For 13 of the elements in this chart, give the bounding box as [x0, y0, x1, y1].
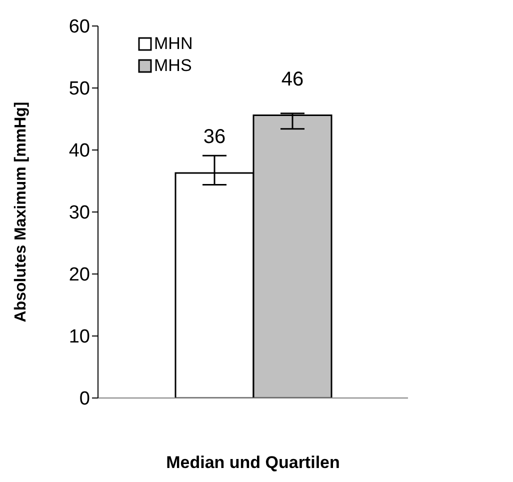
y-tick-label: 50 [68, 78, 90, 100]
y-tick-label: 10 [68, 326, 90, 348]
legend-label: MHN [154, 33, 193, 55]
x-axis-title: Median und Quartilen [166, 453, 340, 472]
data-label: 36 [203, 126, 226, 148]
data-label: 46 [281, 68, 304, 90]
legend-label: MHS [154, 55, 192, 77]
y-tick-label: 0 [79, 388, 90, 410]
y-tick-label: 30 [68, 202, 90, 224]
y-tick-label: 20 [68, 264, 90, 286]
y-tick-label: 60 [68, 16, 90, 38]
y-axis-title: Absolutes Maximum [mmHg] [12, 102, 30, 322]
y-tick-label: 40 [68, 140, 90, 162]
